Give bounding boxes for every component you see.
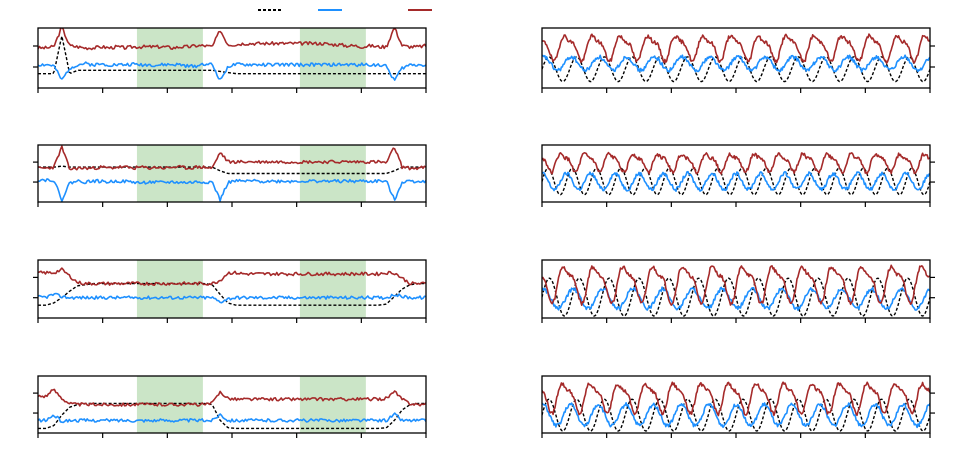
panel-r3c1 — [541, 375, 935, 438]
reference-line — [38, 282, 426, 306]
panel-frame — [37, 259, 427, 319]
panel-r0c0 — [33, 27, 427, 93]
panel-r2c1 — [541, 259, 935, 323]
series-group — [542, 151, 930, 196]
reference-line — [542, 277, 930, 317]
blue-line — [38, 412, 426, 424]
shaded-region-1 — [299, 260, 366, 318]
panel-frame — [37, 375, 427, 434]
series-group — [38, 28, 426, 81]
red-line — [542, 264, 930, 306]
shaded-region-1 — [299, 28, 366, 88]
series-group — [38, 145, 426, 202]
shaded-region-0 — [136, 145, 203, 202]
shaded-region-0 — [136, 260, 203, 318]
red-line — [542, 33, 930, 64]
series-group — [542, 381, 930, 432]
red-line — [38, 267, 426, 286]
reference-line — [38, 402, 426, 430]
panel-r1c0 — [33, 144, 427, 207]
panel-r0c1 — [541, 27, 935, 93]
series-group — [542, 33, 930, 83]
series-group — [38, 267, 426, 306]
blue-line — [542, 402, 930, 429]
reference-line — [38, 165, 426, 175]
reference-line — [542, 398, 930, 432]
blue-line — [542, 170, 930, 192]
red-line — [542, 381, 930, 417]
panel-r2c0 — [33, 259, 427, 323]
panel-frame — [541, 375, 931, 434]
blue-line — [542, 54, 930, 73]
shaded-region-0 — [136, 28, 203, 88]
red-line — [38, 388, 426, 407]
blue-line — [38, 292, 426, 304]
series-group — [542, 264, 930, 317]
red-line — [38, 145, 426, 171]
panel-r1c1 — [541, 144, 935, 207]
blue-line — [38, 61, 426, 81]
panels — [33, 27, 935, 438]
red-line — [38, 28, 426, 51]
red-line — [542, 151, 930, 175]
panel-frame — [37, 27, 427, 89]
panel-r3c0 — [33, 375, 427, 438]
blue-line — [38, 178, 426, 202]
shaded-region-1 — [299, 376, 366, 433]
reference-line — [38, 35, 426, 75]
series-group — [38, 388, 426, 430]
